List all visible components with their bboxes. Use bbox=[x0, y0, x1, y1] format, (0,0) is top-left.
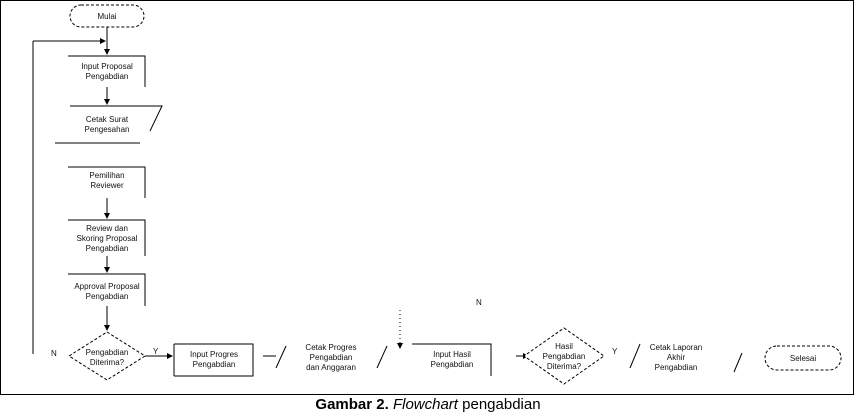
hasil-line1: Input Hasil bbox=[433, 350, 471, 359]
laporan-line1: Cetak Laporan bbox=[650, 343, 702, 352]
diagram-frame bbox=[0, 0, 854, 395]
end-label: Selesai bbox=[790, 354, 816, 363]
hasil-line2: Pengabdian bbox=[431, 360, 474, 369]
review-line3: Pengabdian bbox=[86, 244, 129, 253]
cetak-surat-line1: Cetak Surat bbox=[86, 115, 129, 124]
decision1-line1: Pengabdian bbox=[86, 348, 129, 357]
start-terminator: Mulai bbox=[69, 4, 145, 28]
cetak-progres-line2: Pengabdian bbox=[310, 353, 353, 362]
cetak-progres-io: Cetak Progres Pengabdian dan Anggaran bbox=[275, 343, 388, 372]
caption-italic: Flowchart bbox=[392, 396, 458, 413]
flowchart-canvas: Mulai Input Proposal Pengabdian Cetak Su… bbox=[0, 0, 854, 395]
review-line1: Review dan bbox=[86, 224, 128, 233]
decision2-line1: Hasil bbox=[555, 342, 573, 351]
decision2-line3: Diterima? bbox=[547, 362, 582, 371]
cetak-surat-io: Cetak Surat Pengesahan bbox=[55, 105, 163, 144]
approval-process: Approval Proposal Pengabdian bbox=[68, 273, 146, 306]
pemilihan-reviewer-process: Pemilihan Reviewer bbox=[68, 166, 146, 198]
review-line2: Skoring Proposal bbox=[77, 234, 138, 243]
decision1-line2: Diterima? bbox=[90, 358, 125, 367]
approval-line2: Pengabdian bbox=[86, 292, 129, 301]
caption-suffix: pengabdian bbox=[462, 396, 541, 413]
progres-line1: Input Progres bbox=[190, 350, 238, 359]
input-proposal-line2: Pengabdian bbox=[86, 72, 129, 81]
pemilihan-line2: Reviewer bbox=[90, 181, 124, 190]
review-skoring-process: Review dan Skoring Proposal Pengabdian bbox=[68, 219, 146, 256]
input-hasil-process: Input Hasil Pengabdian bbox=[412, 343, 492, 376]
input-proposal-process: Input Proposal Pengabdian bbox=[68, 55, 146, 87]
input-proposal-line1: Input Proposal bbox=[81, 62, 133, 71]
caption-prefix: Gambar 2. bbox=[315, 396, 389, 413]
cetak-laporan-io: Cetak Laporan Akhir Pengabdian bbox=[629, 343, 743, 373]
approval-line1: Approval Proposal bbox=[74, 282, 140, 291]
edge-label-n-top: N bbox=[476, 298, 482, 307]
edge-label-y-right: Y bbox=[153, 347, 159, 356]
hasil-diterima-decision: Hasil Pengabdian Diterima? bbox=[523, 327, 605, 385]
cetak-surat-line2: Pengesahan bbox=[85, 125, 130, 134]
laporan-line2: Akhir bbox=[667, 353, 686, 362]
start-label: Mulai bbox=[97, 12, 116, 21]
input-progres-process: Input Progres Pengabdian bbox=[173, 343, 254, 377]
cetak-progres-line1: Cetak Progres bbox=[305, 343, 356, 352]
decision2-line2: Pengabdian bbox=[543, 352, 586, 361]
cetak-progres-line3: dan Anggaran bbox=[306, 363, 356, 372]
figure-caption: Gambar 2. Flowchart pengabdian bbox=[0, 396, 856, 413]
laporan-line3: Pengabdian bbox=[655, 363, 698, 372]
progres-line2: Pengabdian bbox=[193, 360, 236, 369]
end-terminator: Selesai bbox=[764, 345, 842, 371]
pemilihan-line1: Pemilihan bbox=[89, 171, 124, 180]
pengabdian-diterima-decision: Pengabdian Diterima? bbox=[68, 331, 146, 381]
edge-label-y-hasil: Y bbox=[612, 347, 618, 356]
edge-label-n-left: N bbox=[51, 349, 57, 358]
